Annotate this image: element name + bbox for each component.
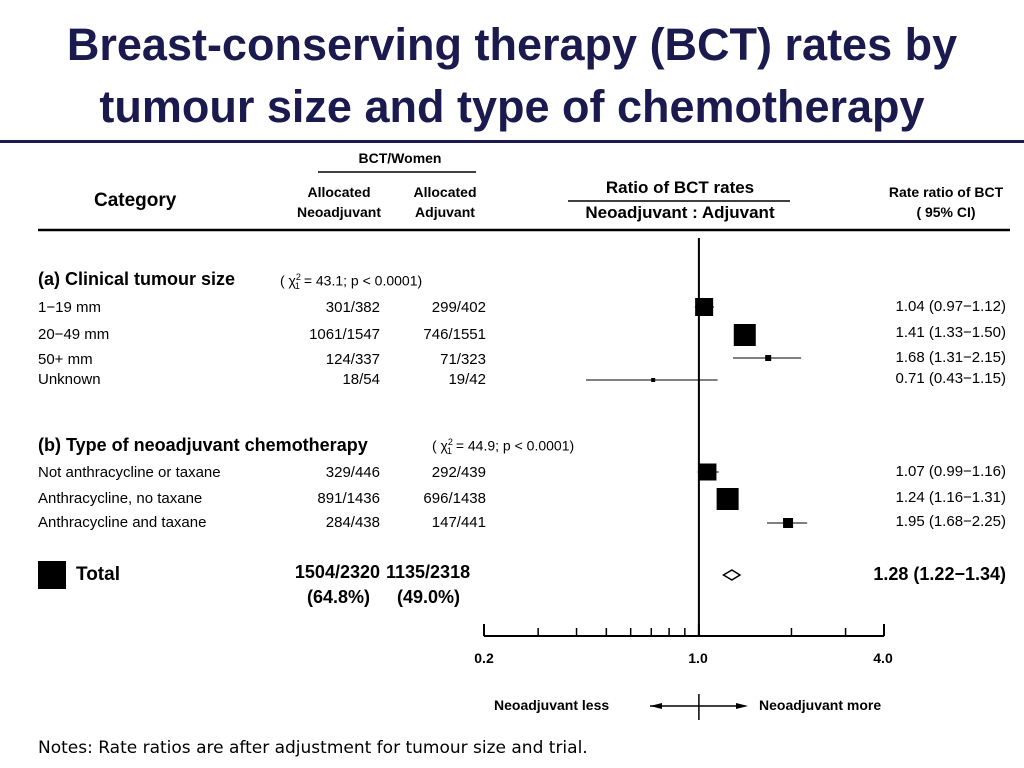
row-ci: 0.71 (0.43−1.15) <box>895 370 1006 387</box>
estimate-square <box>699 463 717 481</box>
row-label: Anthracycline, no taxane <box>38 490 203 507</box>
row-ci: 1.68 (1.31−2.15) <box>895 349 1006 366</box>
estimate-square <box>765 355 772 361</box>
page-title: Breast-conserving therapy (BCT) rates by… <box>66 19 958 132</box>
x-tick-label-ref: 1.0 <box>688 650 708 666</box>
row-adj: 147/441 <box>431 514 486 531</box>
section-a-label: (a) Clinical tumour size <box>38 269 236 289</box>
total-diamond <box>721 569 742 581</box>
row-label: 20−49 mm <box>38 326 110 343</box>
estimate-square <box>695 298 714 316</box>
estimate-square <box>783 518 794 528</box>
row-neo: 18/54 <box>342 371 380 388</box>
row-label: 1−19 mm <box>38 299 101 316</box>
ratio-header-line1: Ratio of BCT rates <box>605 178 755 197</box>
row-neo: 124/337 <box>325 351 380 368</box>
total-legend-square <box>38 561 66 589</box>
row-label: Not anthracycline or taxane <box>38 464 221 481</box>
total-ci: 1.28 (1.22−1.34) <box>873 564 1006 584</box>
row-ci: 1.07 (0.99−1.16) <box>895 463 1006 480</box>
rate-ratio-header-line1: Rate ratio of BCT <box>888 184 1004 200</box>
x-tick-label-max: 4.0 <box>873 650 893 666</box>
category-header: Category <box>94 190 177 211</box>
row-neo: 284/438 <box>325 514 380 531</box>
left-arrow-icon <box>650 703 662 709</box>
section-b-chi-square: ( χ21 = 44.9; p < 0.0001) <box>432 437 575 457</box>
title-divider <box>0 140 1024 143</box>
rate-ratio-header-line2: ( 95% CI) <box>916 204 976 220</box>
row-label: Anthracycline and taxane <box>38 514 207 531</box>
total-neo-pct: (64.8%) <box>306 587 370 607</box>
row-ci: 1.24 (1.16−1.31) <box>895 489 1006 506</box>
estimate-square <box>733 324 756 346</box>
neo-header-line1: Allocated <box>307 184 371 200</box>
row-neo: 891/1436 <box>317 490 380 507</box>
row-label: 50+ mm <box>38 351 93 368</box>
x-tick-label-min: 0.2 <box>474 650 494 666</box>
direction-right-label: Neoadjuvant more <box>759 697 882 713</box>
total-neo: 1504/2320 <box>294 562 380 582</box>
row-adj: 299/402 <box>431 299 486 316</box>
estimate-square <box>716 488 739 510</box>
row-neo: 329/446 <box>325 464 380 481</box>
neo-header-line2: Neoadjuvant <box>296 204 381 220</box>
ratio-header-line2: Neoadjuvant : Adjuvant <box>585 203 775 222</box>
total-adj: 1135/2318 <box>386 562 471 582</box>
adj-header-line2: Adjuvant <box>415 204 475 220</box>
row-ci: 1.41 (1.33−1.50) <box>895 324 1006 341</box>
section-a-chi-square: ( χ21 = 43.1; p < 0.0001) <box>280 272 423 292</box>
direction-left-label: Neoadjuvant less <box>494 697 610 713</box>
row-adj: 19/42 <box>448 371 486 388</box>
row-neo: 301/382 <box>325 299 380 316</box>
row-ci: 1.04 (0.97−1.12) <box>895 298 1006 315</box>
total-adj-pct: (49.0%) <box>397 587 461 607</box>
right-arrow-icon <box>736 703 748 709</box>
notes: Notes: Rate ratios are after adjustment … <box>38 738 588 758</box>
estimate-square <box>651 378 656 382</box>
row-adj: 746/1551 <box>423 326 486 343</box>
row-neo: 1061/1547 <box>309 326 380 343</box>
row-label: Unknown <box>38 371 101 388</box>
adj-header-line1: Allocated <box>413 184 477 200</box>
row-ci: 1.95 (1.68−2.25) <box>895 513 1006 530</box>
row-adj: 71/323 <box>440 351 486 368</box>
row-adj: 696/1438 <box>423 490 486 507</box>
section-b-label: (b) Type of neoadjuvant chemotherapy <box>38 435 368 455</box>
bct-women-header: BCT/Women <box>358 150 442 166</box>
row-adj: 292/439 <box>431 464 486 481</box>
total-label: Total <box>76 564 120 585</box>
